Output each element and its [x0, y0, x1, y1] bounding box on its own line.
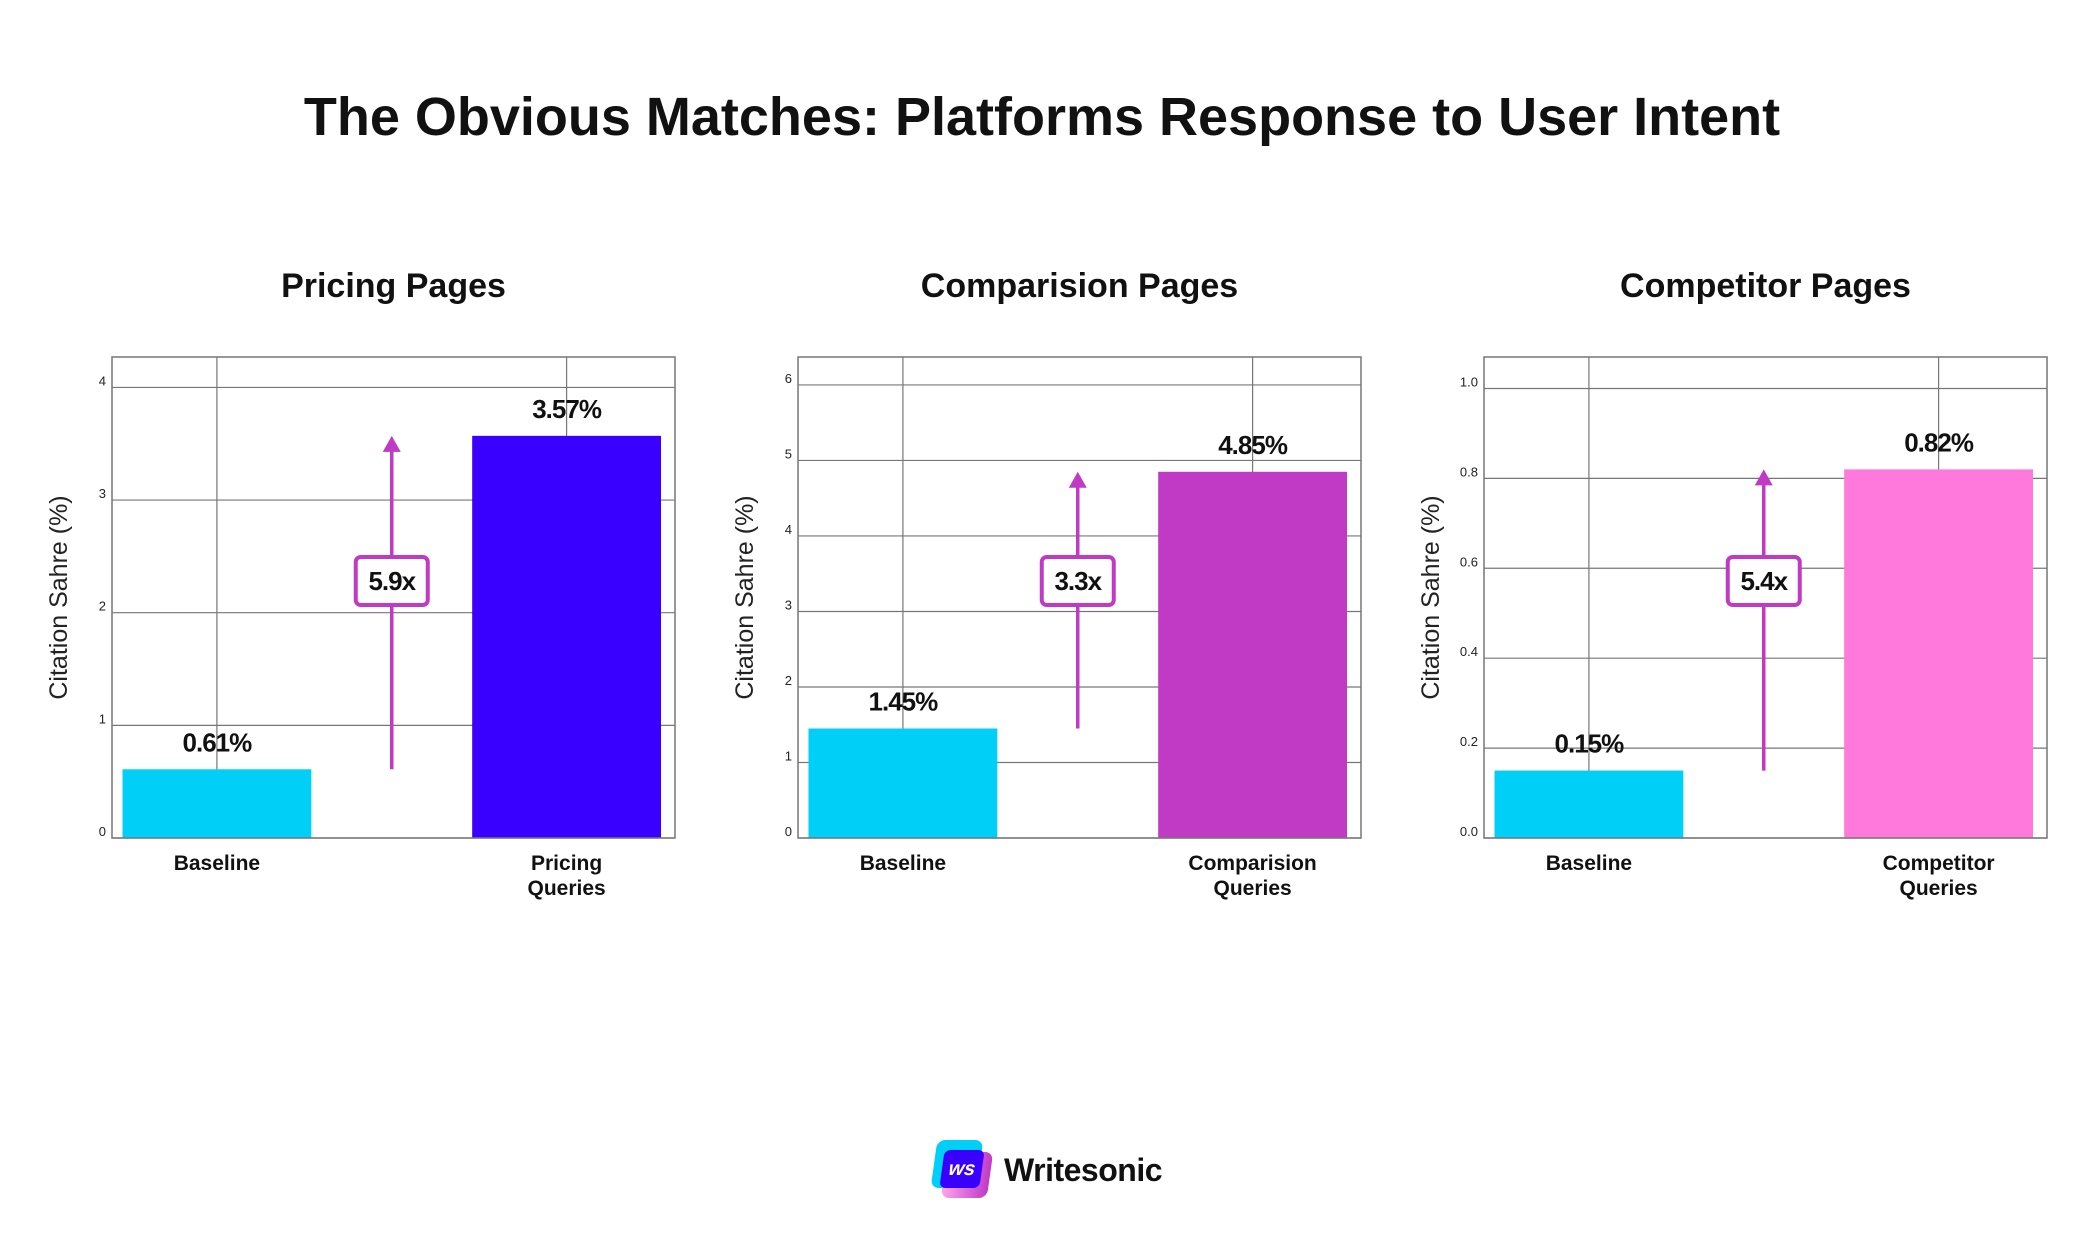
y-axis-label: Citation Sahre (%) — [1417, 495, 1445, 699]
plot-frame — [1483, 356, 2048, 839]
chart-title: Competitor Pages — [1620, 267, 1911, 305]
bar-baseline — [1494, 770, 1684, 838]
x-tick-label: Comparision — [1188, 852, 1316, 875]
x-tick-label: Pricing — [531, 852, 602, 875]
x-tick-label: Baseline — [174, 852, 260, 875]
plot-frame — [111, 356, 676, 839]
x-tick-label: Competitor — [1883, 852, 1995, 875]
data-label: 0.82% — [1904, 427, 1974, 457]
multiplier-box — [353, 555, 430, 607]
data-label: 4.85% — [1218, 430, 1288, 460]
bar-queries — [472, 435, 662, 838]
data-label: 3.57% — [532, 394, 602, 424]
plot-frame — [797, 356, 1362, 839]
multiplier-label: 3.3x — [1054, 566, 1102, 596]
arrow-head-icon — [1754, 469, 1773, 486]
logo-mark-text: ws — [939, 1150, 985, 1188]
y-tick-label: 0.8 — [1460, 464, 1478, 479]
chart-1: Pricing Pages Citation Sahre (%) 0 1 2 3 4 0.61… — [45, 267, 676, 900]
arrow-head-icon — [1068, 471, 1087, 488]
y-tick-label: 0 — [99, 824, 106, 839]
y-tick-label: 0 — [785, 824, 792, 839]
y-tick-label: 0.0 — [1460, 824, 1478, 839]
x-tick-label: Queries — [1213, 877, 1291, 900]
data-label: 0.15% — [1555, 729, 1625, 759]
y-tick-label: 3 — [785, 597, 792, 612]
brand-name: Writesonic — [1004, 1151, 1163, 1188]
y-tick-label: 0.4 — [1460, 644, 1478, 659]
chart-title: Pricing Pages — [281, 267, 506, 305]
bar-baseline — [808, 728, 998, 838]
y-tick-label: 4 — [785, 522, 792, 537]
logo-mark-icon: ws — [930, 1140, 994, 1200]
x-tick-label: Queries — [1899, 877, 1977, 900]
data-label: 1.45% — [869, 687, 939, 717]
y-tick-label: 6 — [785, 371, 792, 386]
bar-queries — [1158, 471, 1348, 838]
multiplier-box — [1725, 555, 1802, 607]
x-tick-label: Queries — [527, 877, 605, 900]
x-tick-label: Baseline — [1546, 852, 1632, 875]
chart-3: Competitor Pages Citation Sahre (%) 0.0 0.2… — [1417, 267, 2048, 900]
y-tick-label: 0.2 — [1460, 734, 1478, 749]
bar-queries — [1844, 469, 2034, 838]
x-tick-label: Baseline — [860, 852, 946, 875]
y-tick-label: 1.0 — [1460, 374, 1478, 389]
y-tick-label: 4 — [99, 373, 106, 388]
y-tick-label: 0.6 — [1460, 554, 1478, 569]
y-tick-label: 5 — [785, 446, 792, 461]
arrow-head-icon — [382, 435, 401, 452]
chart-title: Comparision Pages — [921, 267, 1238, 305]
y-tick-label: 3 — [99, 486, 106, 501]
y-axis-label: Citation Sahre (%) — [45, 495, 73, 699]
multiplier-label: 5.9x — [368, 566, 416, 596]
y-tick-label: 2 — [785, 673, 792, 688]
y-tick-label: 2 — [99, 599, 106, 614]
writesonic-logo: ws Writesonic — [930, 1140, 1163, 1200]
y-tick-label: 1 — [785, 748, 792, 763]
y-tick-label: 1 — [99, 711, 106, 726]
multiplier-box — [1039, 555, 1116, 607]
data-label: 0.61% — [183, 727, 253, 757]
chart-2: Comparision Pages Citation Sahre (%) 0 1 2 3 4… — [731, 267, 1362, 900]
bar-baseline — [122, 769, 312, 838]
main-title: The Obvious Matches: Platforms Response … — [303, 87, 1781, 147]
multiplier-label: 5.4x — [1740, 566, 1788, 596]
y-axis-label: Citation Sahre (%) — [731, 495, 759, 699]
